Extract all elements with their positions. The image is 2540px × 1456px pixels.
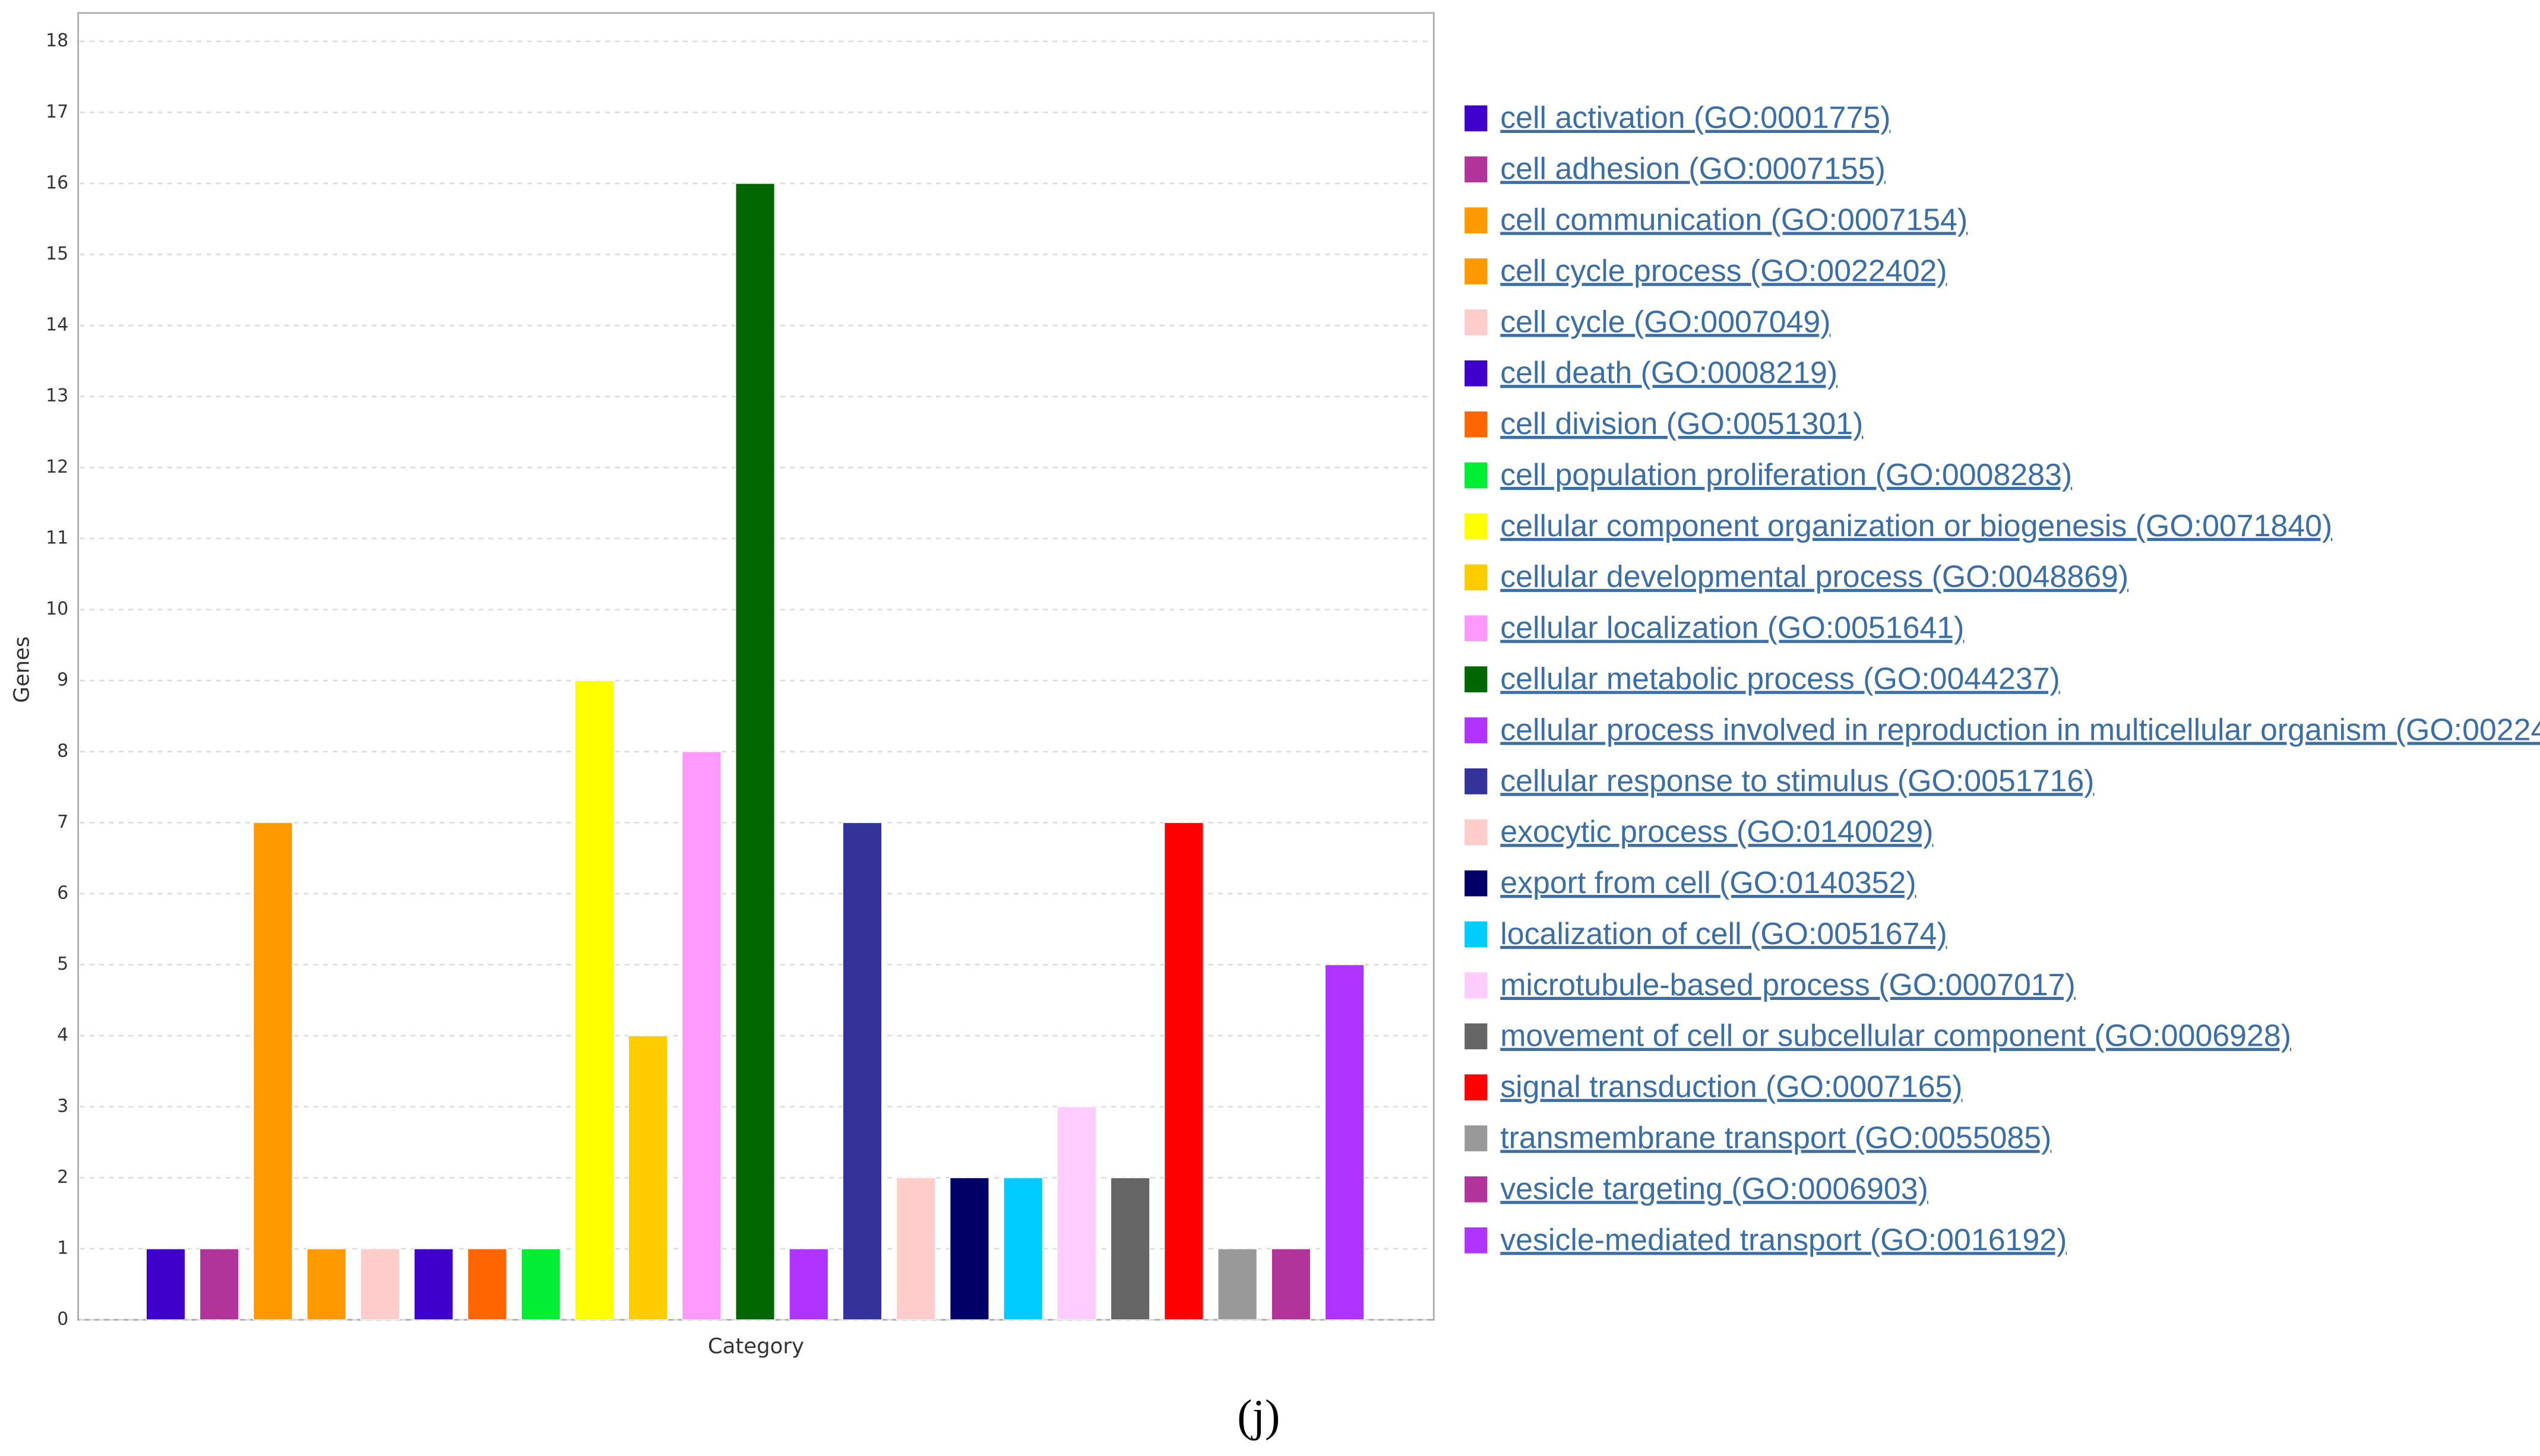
bar bbox=[1271, 1248, 1311, 1321]
legend-label[interactable]: cell communication (GO:0007154) bbox=[1500, 202, 1968, 237]
x-axis-label: Category bbox=[708, 1334, 804, 1359]
legend-swatch bbox=[1464, 258, 1488, 284]
legend-swatch bbox=[1464, 717, 1488, 743]
legend-label[interactable]: microtubule-based process (GO:0007017) bbox=[1500, 967, 2076, 1002]
bar bbox=[681, 751, 722, 1321]
bar bbox=[253, 822, 293, 1321]
caption: (j) bbox=[1237, 1390, 1280, 1441]
bar bbox=[360, 1248, 400, 1321]
bar bbox=[574, 680, 615, 1321]
y-tick-label: 14 bbox=[46, 315, 68, 335]
y-tick-label: 7 bbox=[57, 812, 68, 833]
y-tick-label: 17 bbox=[46, 102, 68, 122]
legend-swatch bbox=[1464, 207, 1488, 233]
legend-swatch bbox=[1464, 615, 1488, 642]
legend-swatch bbox=[1464, 156, 1488, 183]
bar bbox=[413, 1248, 454, 1321]
legend-label[interactable]: movement of cell or subcellular componen… bbox=[1500, 1018, 2291, 1053]
legend-swatch bbox=[1464, 105, 1488, 132]
y-tick-label: 11 bbox=[46, 527, 68, 548]
y-tick-label: 12 bbox=[46, 457, 68, 477]
legend-label[interactable]: cellular metabolic process (GO:0044237) bbox=[1500, 661, 2060, 696]
bar bbox=[1003, 1177, 1043, 1321]
legend-swatch bbox=[1464, 564, 1488, 591]
y-tick-label: 0 bbox=[57, 1309, 68, 1330]
bar bbox=[199, 1248, 239, 1321]
bar bbox=[1057, 1106, 1097, 1321]
legend-swatch bbox=[1464, 921, 1488, 948]
legend-swatch bbox=[1464, 870, 1488, 897]
bar bbox=[842, 822, 882, 1321]
bar bbox=[896, 1177, 936, 1321]
y-tick-label: 3 bbox=[57, 1096, 68, 1116]
legend-label[interactable]: cell population proliferation (GO:000828… bbox=[1500, 457, 2072, 492]
legend-label[interactable]: export from cell (GO:0140352) bbox=[1500, 865, 1916, 900]
legend-label[interactable]: cell cycle (GO:0007049) bbox=[1500, 304, 1830, 338]
legend-label[interactable]: cell division (GO:0051301) bbox=[1500, 406, 1863, 441]
legend-label[interactable]: cellular component organization or bioge… bbox=[1500, 508, 2332, 543]
legend-label[interactable]: cell adhesion (GO:0007155) bbox=[1500, 151, 1886, 186]
bar bbox=[628, 1035, 668, 1321]
legend-label[interactable]: cell cycle process (GO:0022402) bbox=[1500, 253, 1947, 287]
legend-label[interactable]: vesicle-mediated transport (GO:0016192) bbox=[1500, 1222, 2067, 1256]
legend-swatch bbox=[1464, 1176, 1488, 1202]
legend-label[interactable]: transmembrane transport (GO:0055085) bbox=[1500, 1121, 2051, 1155]
legend-label[interactable]: cell activation (GO:0001775) bbox=[1500, 100, 1890, 135]
legend-label[interactable]: cellular developmental process (GO:00488… bbox=[1500, 559, 2128, 594]
legend-swatch bbox=[1464, 360, 1488, 387]
legend-swatch bbox=[1464, 1125, 1488, 1151]
bar bbox=[1324, 964, 1365, 1321]
y-tick-label: 5 bbox=[57, 954, 68, 974]
y-tick-label: 16 bbox=[46, 172, 68, 193]
y-tick-label: 10 bbox=[46, 599, 68, 619]
y-tick-label: 1 bbox=[57, 1238, 68, 1259]
y-tick-label: 9 bbox=[57, 670, 68, 691]
legend-swatch bbox=[1464, 411, 1488, 438]
bar bbox=[1217, 1248, 1258, 1321]
y-tick-label: 6 bbox=[57, 882, 68, 903]
legend-label[interactable]: exocytic process (GO:0140029) bbox=[1500, 814, 1933, 849]
bar bbox=[521, 1248, 561, 1321]
legend-swatch bbox=[1464, 1023, 1488, 1050]
y-tick-label: 4 bbox=[57, 1025, 68, 1046]
bar bbox=[1110, 1177, 1150, 1321]
bar bbox=[1163, 822, 1204, 1321]
legend-swatch bbox=[1464, 513, 1488, 540]
bar bbox=[789, 1248, 829, 1321]
legend-label[interactable]: vesicle targeting (GO:0006903) bbox=[1500, 1171, 1928, 1205]
legend-swatch bbox=[1464, 1074, 1488, 1101]
legend-label[interactable]: cellular response to stimulus (GO:005171… bbox=[1500, 763, 2094, 797]
bar bbox=[467, 1248, 507, 1321]
legend-swatch bbox=[1464, 309, 1488, 335]
y-tick-label: 15 bbox=[46, 243, 68, 264]
legend-swatch bbox=[1464, 666, 1488, 692]
bar bbox=[735, 183, 776, 1321]
legend-swatch bbox=[1464, 768, 1488, 795]
y-axis-label: Genes bbox=[10, 637, 34, 703]
legend-swatch bbox=[1464, 462, 1488, 489]
legend-label[interactable]: cell death (GO:0008219) bbox=[1500, 355, 1837, 390]
y-tick-label: 2 bbox=[57, 1167, 68, 1188]
y-tick-label: 18 bbox=[46, 30, 68, 51]
legend-label[interactable]: signal transduction (GO:0007165) bbox=[1500, 1069, 1962, 1104]
bar bbox=[950, 1177, 989, 1321]
legend-label[interactable]: localization of cell (GO:0051674) bbox=[1500, 916, 1947, 951]
legend-label[interactable]: cellular process involved in reproductio… bbox=[1500, 712, 2540, 746]
legend-swatch bbox=[1464, 819, 1488, 846]
legend-swatch bbox=[1464, 972, 1488, 999]
legend-swatch bbox=[1464, 1227, 1488, 1254]
y-tick-label: 13 bbox=[46, 385, 68, 406]
bar bbox=[145, 1248, 186, 1321]
legend-label[interactable]: cellular localization (GO:0051641) bbox=[1500, 610, 1964, 645]
bar bbox=[306, 1248, 347, 1321]
y-tick-label: 8 bbox=[57, 740, 68, 761]
